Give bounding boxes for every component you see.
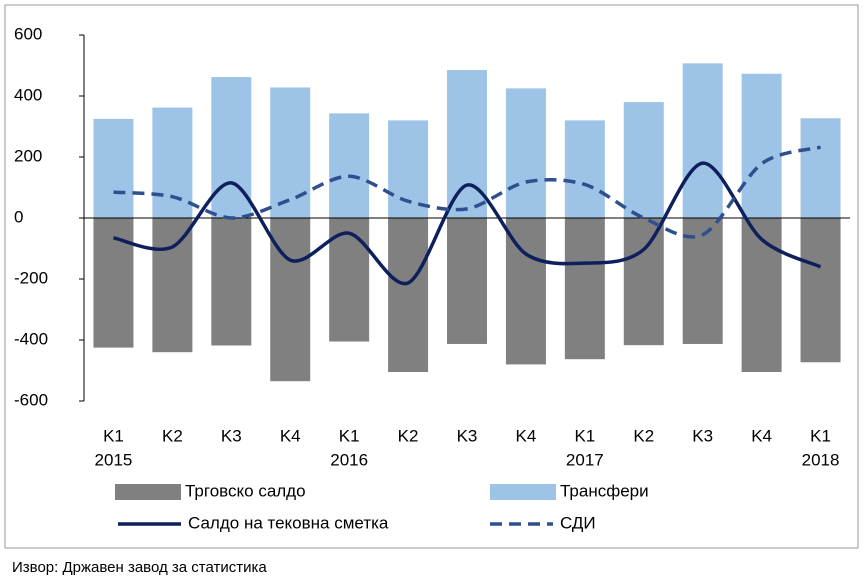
- bar: [800, 118, 841, 218]
- bar: [800, 218, 841, 363]
- bar: [505, 88, 546, 218]
- x-tick-label: K2: [633, 426, 654, 445]
- x-tick-label: 2015: [95, 450, 133, 469]
- legend-label: Трговско салдо: [185, 481, 306, 500]
- x-tick-label: K1: [574, 426, 595, 445]
- legend-label: Салдо на тековна сметка: [188, 513, 389, 532]
- bar: [93, 118, 134, 218]
- x-tick-label: K1: [103, 426, 124, 445]
- bar: [447, 218, 487, 344]
- x-tick-label: K2: [398, 426, 419, 445]
- legend-swatch: [115, 484, 181, 500]
- bar: [505, 218, 546, 365]
- x-tick-label: K3: [221, 426, 242, 445]
- x-tick-label: K1: [810, 426, 831, 445]
- bar: [93, 218, 134, 348]
- bar: [682, 63, 723, 218]
- line-series: [113, 161, 822, 286]
- bar: [447, 70, 487, 218]
- bar: [211, 218, 252, 346]
- bar: [741, 73, 782, 218]
- x-tick-label: 2016: [330, 450, 368, 469]
- x-tick-label: K4: [280, 426, 301, 445]
- legend-label: СДИ: [560, 513, 596, 532]
- y-tick-label: 600: [14, 24, 42, 43]
- bar: [564, 218, 605, 360]
- y-tick-label: -200: [14, 268, 48, 287]
- x-tick-label: K4: [751, 426, 772, 445]
- legend-swatch: [490, 484, 556, 500]
- y-tick-label: -400: [14, 329, 48, 348]
- bar: [682, 218, 723, 344]
- bar: [152, 218, 193, 353]
- bar: [564, 120, 605, 218]
- x-tick-label: K4: [516, 426, 537, 445]
- y-tick-label: 0: [14, 207, 23, 226]
- bar: [388, 218, 429, 373]
- x-tick-label: K1: [339, 426, 360, 445]
- bar: [623, 102, 664, 218]
- x-tick-label: 2018: [802, 450, 840, 469]
- bar: [329, 113, 370, 218]
- line-series: [113, 145, 822, 239]
- x-tick-label: K3: [457, 426, 478, 445]
- y-tick-label: -600: [14, 390, 48, 409]
- bar: [741, 218, 782, 373]
- bar: [623, 218, 664, 346]
- legend-label: Трансфери: [560, 481, 649, 500]
- y-tick-label: 400: [14, 85, 42, 104]
- bar: [270, 87, 311, 219]
- y-tick-label: 200: [14, 146, 42, 165]
- x-tick-label: 2017: [566, 450, 604, 469]
- source-note: Извор: Државен завод за статистика: [12, 559, 267, 576]
- chart-frame: [4, 4, 859, 549]
- x-tick-label: K3: [692, 426, 713, 445]
- x-tick-label: K2: [162, 426, 183, 445]
- bar: [152, 107, 193, 218]
